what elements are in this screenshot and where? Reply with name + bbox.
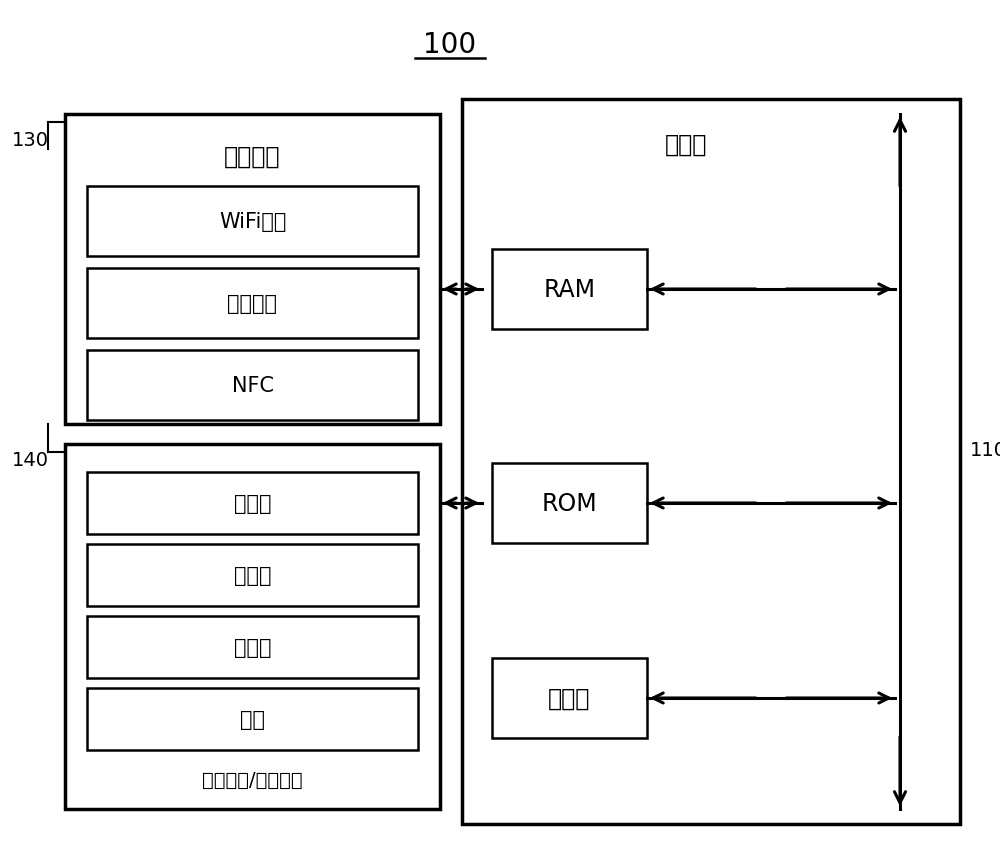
Text: RAM: RAM xyxy=(544,278,596,302)
Text: 处理器: 处理器 xyxy=(548,686,591,711)
Bar xyxy=(87,187,418,256)
Text: 140: 140 xyxy=(12,450,48,469)
Text: 110: 110 xyxy=(970,440,1000,459)
Text: 通信接口: 通信接口 xyxy=(224,145,281,169)
Text: WiFi芯片: WiFi芯片 xyxy=(219,212,286,232)
Bar xyxy=(462,100,960,824)
Bar xyxy=(87,350,418,421)
Text: 触摸板: 触摸板 xyxy=(234,566,271,585)
Bar xyxy=(87,268,418,338)
Text: 按键: 按键 xyxy=(240,709,265,729)
Text: 用户输入/输出接口: 用户输入/输出接口 xyxy=(202,769,303,789)
Bar xyxy=(65,115,440,424)
Bar xyxy=(492,463,647,544)
Text: 130: 130 xyxy=(12,130,48,149)
Text: 控制器: 控制器 xyxy=(665,133,707,157)
Text: 100: 100 xyxy=(423,31,477,59)
Bar xyxy=(87,616,418,678)
Bar xyxy=(87,473,418,534)
Text: 麦克风: 麦克风 xyxy=(234,493,271,514)
Text: 传感器: 传感器 xyxy=(234,637,271,657)
Bar xyxy=(65,445,440,809)
Bar xyxy=(492,659,647,738)
Text: ROM: ROM xyxy=(542,492,597,515)
Bar xyxy=(492,250,647,330)
Bar xyxy=(87,544,418,607)
Text: NFC: NFC xyxy=(232,376,274,395)
Text: 蓝牙模块: 蓝牙模块 xyxy=(228,294,278,314)
Bar xyxy=(87,688,418,750)
